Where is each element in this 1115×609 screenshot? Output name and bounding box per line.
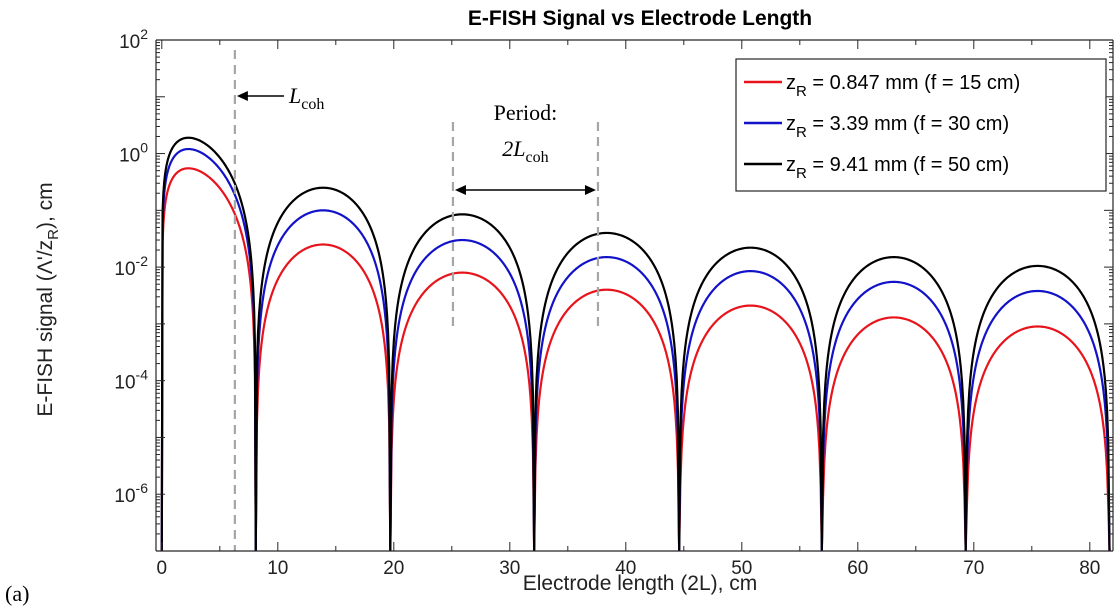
- panel-label: (a): [5, 581, 29, 606]
- legend-sub: R: [796, 124, 807, 141]
- series-line-3: [160, 136, 1111, 551]
- period-value: 2Lcoh: [502, 136, 548, 166]
- y-tick-base: 10: [119, 32, 140, 53]
- lcoh-label-main: L: [288, 83, 301, 108]
- legend-sub: R: [796, 83, 807, 100]
- y-tick-label: 10-6: [114, 480, 148, 507]
- legend-z: z: [786, 154, 796, 176]
- y-tick-label: 10-2: [114, 253, 148, 280]
- y-tick-base: 10: [114, 486, 135, 507]
- y-tick-exponent: 0: [140, 140, 148, 156]
- y-tick-base: 10: [114, 373, 135, 394]
- series-layer: [160, 136, 1111, 551]
- chart-title: E-FISH Signal vs Electrode Length: [468, 7, 812, 30]
- y-tick-exponent: -2: [136, 253, 149, 269]
- legend-box: [735, 58, 1107, 192]
- y-tick-exponent: -6: [136, 480, 149, 496]
- legend-z: z: [786, 113, 796, 135]
- period-value-sub: coh: [526, 149, 549, 166]
- y-tick-exponent: 2: [140, 26, 148, 42]
- x-tick-label: 20: [383, 558, 404, 579]
- legend-rest: = 0.847 mm (f = 15 cm): [807, 72, 1020, 94]
- lcoh-arrow-head: [236, 91, 248, 101]
- y-tick-base: 10: [114, 259, 135, 280]
- period-label: Period:: [494, 100, 558, 125]
- period-arrow-head-left: [454, 185, 466, 195]
- x-tick-label: 80: [1079, 558, 1100, 579]
- y-tick-label: 100: [119, 140, 148, 167]
- legend-sub: R: [796, 165, 807, 182]
- legend-rest: = 3.39 mm (f = 30 cm): [807, 113, 1009, 135]
- series-line-2: [160, 147, 1111, 551]
- x-tick-label: 10: [267, 558, 288, 579]
- x-axis-label: Electrode length (2L), cm: [523, 572, 758, 595]
- y-tick-base: 10: [119, 146, 140, 167]
- x-tick-label: 0: [157, 558, 168, 579]
- y-axis-label: E-FISH signal (Λ'/zR), cm: [34, 182, 62, 416]
- y-tick-exponent: -4: [136, 367, 149, 383]
- period-value-main: 2L: [502, 136, 525, 161]
- x-tick-label: 40: [615, 558, 636, 579]
- legend-entry-2: zR = 3.39 mm (f = 30 cm): [786, 113, 1009, 141]
- y-label-sub: R: [45, 229, 62, 240]
- x-tick-label: 50: [731, 558, 752, 579]
- x-tick-label: 30: [499, 558, 520, 579]
- legend-z: z: [786, 72, 796, 94]
- lcoh-label-sub: coh: [301, 96, 324, 113]
- legend-entry-1: zR = 0.847 mm (f = 15 cm): [786, 72, 1020, 100]
- y-tick-label: 102: [119, 26, 148, 53]
- y-tick-label: 10-4: [114, 367, 148, 394]
- period-arrow-head-right: [584, 185, 596, 195]
- lcoh-label: Lcoh: [288, 83, 324, 113]
- legend-entry-3: zR = 9.41 mm (f = 50 cm): [786, 154, 1009, 182]
- y-label-main: E-FISH signal (Λ'/z: [34, 240, 57, 417]
- x-tick-label: 60: [847, 558, 868, 579]
- annotation-layer: Lcoh Period:2Lcoh: [233, 50, 600, 551]
- legend-rest: = 9.41 mm (f = 50 cm): [807, 154, 1009, 176]
- y-label-rest: ), cm: [34, 182, 57, 229]
- x-tick-label: 70: [963, 558, 984, 579]
- legend: zR = 0.847 mm (f = 15 cm)zR = 3.39 mm (f…: [735, 58, 1107, 192]
- series-line-1: [160, 167, 1111, 551]
